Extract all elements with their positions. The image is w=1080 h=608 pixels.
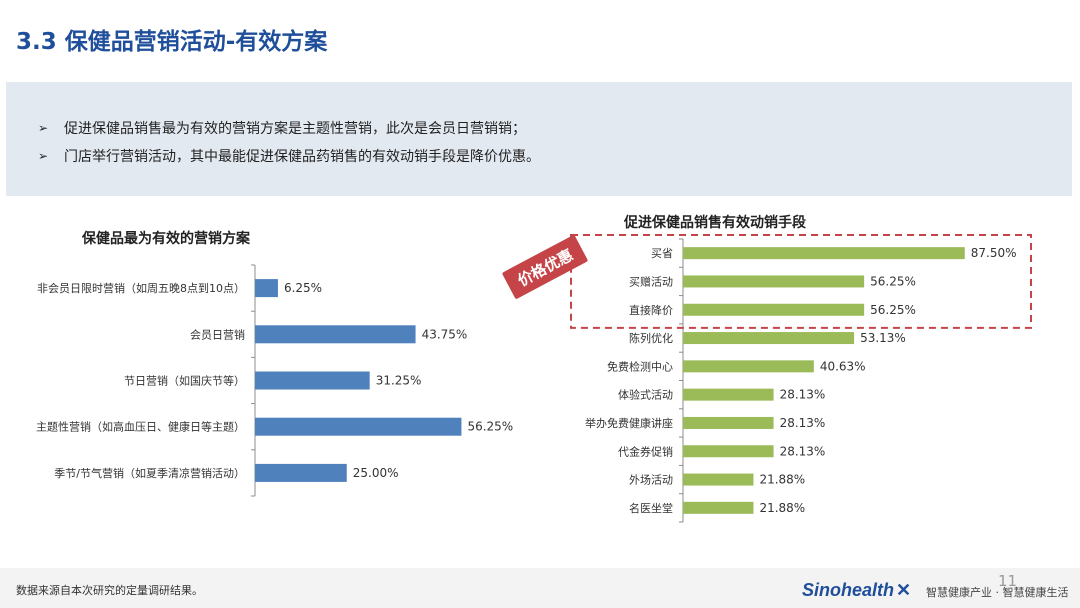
summary-bullet: ➢ 促进保健品销售最为有效的营销方案是主题性营销，此次是会员日营销销； — [38, 118, 526, 138]
right-chart-title: 促进保健品销售有效动销手段 — [624, 215, 806, 231]
right-chart-value-label: 28.13% — [780, 388, 826, 402]
right-chart-category-label: 体验式活动 — [618, 388, 673, 402]
right-chart-bar — [683, 445, 774, 458]
left-chart-value-label: 25.00% — [353, 466, 399, 480]
right-chart-category-label: 外场活动 — [629, 473, 673, 487]
right-chart-value-label: 56.25% — [870, 274, 916, 288]
right-chart-value-label: 87.50% — [971, 246, 1017, 260]
right-chart-category-label: 举办免费健康讲座 — [585, 416, 673, 430]
brand-name: Sinohealth — [802, 580, 895, 600]
right-chart-bar — [683, 501, 754, 514]
slide-title: 3.3 保健品营销活动-有效方案 — [16, 29, 328, 55]
price-discount-highlight-box — [570, 234, 1032, 329]
right-chart-value-label: 21.88% — [759, 501, 805, 515]
data-source-note: 数据来源自本次研究的定量调研结果。 — [16, 584, 203, 597]
right-chart-value-label: 53.13% — [860, 331, 906, 345]
right-chart-category-label: 直接降价 — [629, 303, 673, 317]
footer-bar — [0, 568, 1080, 608]
left-chart-value-label: 56.25% — [467, 420, 513, 434]
right-chart-bar — [683, 388, 774, 401]
left-chart-bar — [255, 279, 278, 298]
left-chart-value-label: 43.75% — [422, 327, 468, 341]
right-chart-value-label: 21.88% — [759, 473, 805, 487]
left-chart-bar — [255, 463, 347, 482]
left-chart-value-label: 6.25% — [284, 281, 322, 295]
right-chart-category-label: 免费检测中心 — [607, 359, 673, 373]
right-chart-bar — [683, 416, 774, 429]
summary-box — [6, 82, 1072, 196]
right-chart-category-label: 买省 — [651, 247, 673, 260]
left-chart-category-label: 节日营销（如国庆节等） — [124, 374, 245, 388]
left-chart-category-label: 会员日营销 — [190, 327, 245, 341]
brand-logo: Sinohealth ✕ — [802, 580, 911, 601]
page-number: 11 — [998, 572, 1018, 590]
summary-bullet-text: 门店举行营销活动，其中最能促进保健品药销售的有效动销手段是降价优惠。 — [64, 149, 540, 165]
summary-bullet: ➢ 门店举行营销活动，其中最能促进保健品药销售的有效动销手段是降价优惠。 — [38, 146, 540, 166]
left-chart-category-label: 非会员日限时营销（如周五晚8点到10点） — [37, 281, 245, 295]
brand-slogan: 智慧健康产业 · 智慧健康生活 — [926, 586, 1069, 599]
right-chart-category-label: 陈列优化 — [629, 331, 673, 345]
brand-x-icon: ✕ — [896, 580, 912, 600]
left-chart-bar — [255, 417, 462, 436]
right-chart-category-label: 买赠活动 — [629, 274, 673, 288]
right-chart-value-label: 28.13% — [780, 416, 826, 430]
right-chart-value-label: 56.25% — [870, 303, 916, 317]
marketing-plan-bar-chart: 非会员日限时营销（如周五晚8点到10点） 6.25% 会员日营销 43.75% 节日营销… — [36, 264, 513, 497]
right-chart-bar — [683, 275, 865, 288]
left-chart-title: 保健品最为有效的营销方案 — [82, 231, 250, 247]
right-chart-bar — [683, 247, 965, 260]
left-chart-category-label: 主题性营销（如高血压日、健康日等主题） — [36, 420, 245, 434]
right-chart-bar — [683, 473, 754, 486]
right-chart-category-label: 名医坐堂 — [629, 501, 673, 515]
right-chart-bar — [683, 303, 865, 316]
arrow-bullet-icon: ➢ — [38, 149, 49, 163]
summary-bullet-text: 促进保健品销售最为有效的营销方案是主题性营销，此次是会员日营销销； — [64, 121, 526, 137]
sales-means-bar-chart: 买省 87.50% 买赠活动 56.25% 直接降价 56.25% 陈列优化 53.13% 免费… — [570, 234, 1032, 523]
right-chart-bar — [683, 360, 814, 373]
left-chart-category-label: 季节/节气营销（如夏季清凉营销活动） — [54, 466, 245, 480]
right-chart-value-label: 28.13% — [780, 444, 826, 458]
left-chart-bar — [255, 325, 416, 344]
right-chart-bar — [683, 332, 855, 345]
arrow-bullet-icon: ➢ — [38, 121, 49, 135]
right-chart-value-label: 40.63% — [820, 359, 866, 373]
right-chart-category-label: 代金券促销 — [618, 444, 673, 458]
left-chart-bar — [255, 371, 370, 390]
left-chart-value-label: 31.25% — [376, 374, 422, 388]
